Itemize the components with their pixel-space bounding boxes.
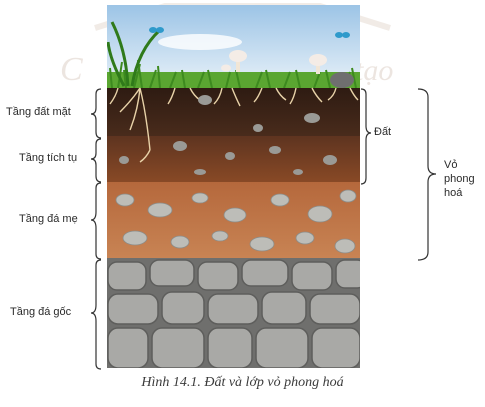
grass-strip — [107, 72, 360, 90]
label-soil: Đất — [374, 126, 392, 138]
stones-parent-rock — [115, 189, 357, 254]
bedrock-blocks — [107, 259, 360, 368]
label-bedrock: Tầng đá gốc — [10, 306, 72, 318]
bracket-weathering-crust — [417, 88, 437, 261]
bracket-parent-rock — [90, 182, 102, 260]
grass-blades — [109, 59, 357, 89]
left-brackets — [90, 88, 102, 370]
label-weathering-crust: Vỏ phong hoá — [444, 159, 475, 199]
label-parent-rock: Tầng đá mẹ — [19, 213, 78, 225]
right-brackets — [360, 88, 437, 261]
bracket-accumulation — [90, 138, 102, 183]
label-topsoil: Tầng đất mặt — [6, 106, 71, 118]
svg-text:C: C — [60, 51, 83, 88]
mushrooms — [221, 50, 327, 74]
figure-caption: Hình 14.1. Đất và lớp vỏ phong hoá — [141, 375, 344, 390]
surface-rock — [330, 72, 354, 88]
layer-accumulation — [107, 136, 360, 184]
fern-plant — [107, 21, 162, 87]
plant-roots — [109, 87, 359, 163]
bracket-topsoil — [90, 88, 102, 139]
bracket-soil — [360, 88, 372, 185]
label-accumulation: Tầng tích tụ — [19, 152, 78, 164]
bracket-bedrock — [90, 259, 102, 370]
butterfly-icon — [149, 27, 350, 38]
cloud — [158, 34, 242, 50]
pebbles-soil — [119, 95, 337, 175]
svg-text:tạo: tạo — [355, 54, 393, 87]
